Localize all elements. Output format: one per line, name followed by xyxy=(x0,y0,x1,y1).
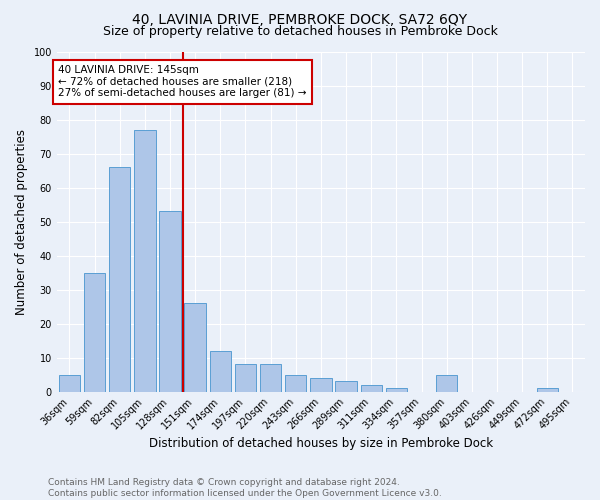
Bar xyxy=(184,303,206,392)
Text: 40, LAVINIA DRIVE, PEMBROKE DOCK, SA72 6QY: 40, LAVINIA DRIVE, PEMBROKE DOCK, SA72 6… xyxy=(133,12,467,26)
Text: Size of property relative to detached houses in Pembroke Dock: Size of property relative to detached ho… xyxy=(103,25,497,38)
Bar xyxy=(310,378,332,392)
Y-axis label: Number of detached properties: Number of detached properties xyxy=(15,128,28,314)
Bar xyxy=(436,374,457,392)
Bar xyxy=(84,272,105,392)
Bar xyxy=(235,364,256,392)
Bar xyxy=(536,388,558,392)
Bar xyxy=(209,351,231,392)
Bar xyxy=(361,385,382,392)
Bar xyxy=(159,212,181,392)
Bar xyxy=(109,167,130,392)
Bar xyxy=(260,364,281,392)
Bar xyxy=(386,388,407,392)
Bar xyxy=(59,374,80,392)
Text: 40 LAVINIA DRIVE: 145sqm
← 72% of detached houses are smaller (218)
27% of semi-: 40 LAVINIA DRIVE: 145sqm ← 72% of detach… xyxy=(58,65,307,98)
X-axis label: Distribution of detached houses by size in Pembroke Dock: Distribution of detached houses by size … xyxy=(149,437,493,450)
Bar xyxy=(134,130,155,392)
Bar xyxy=(335,382,357,392)
Text: Contains HM Land Registry data © Crown copyright and database right 2024.
Contai: Contains HM Land Registry data © Crown c… xyxy=(48,478,442,498)
Bar xyxy=(285,374,307,392)
